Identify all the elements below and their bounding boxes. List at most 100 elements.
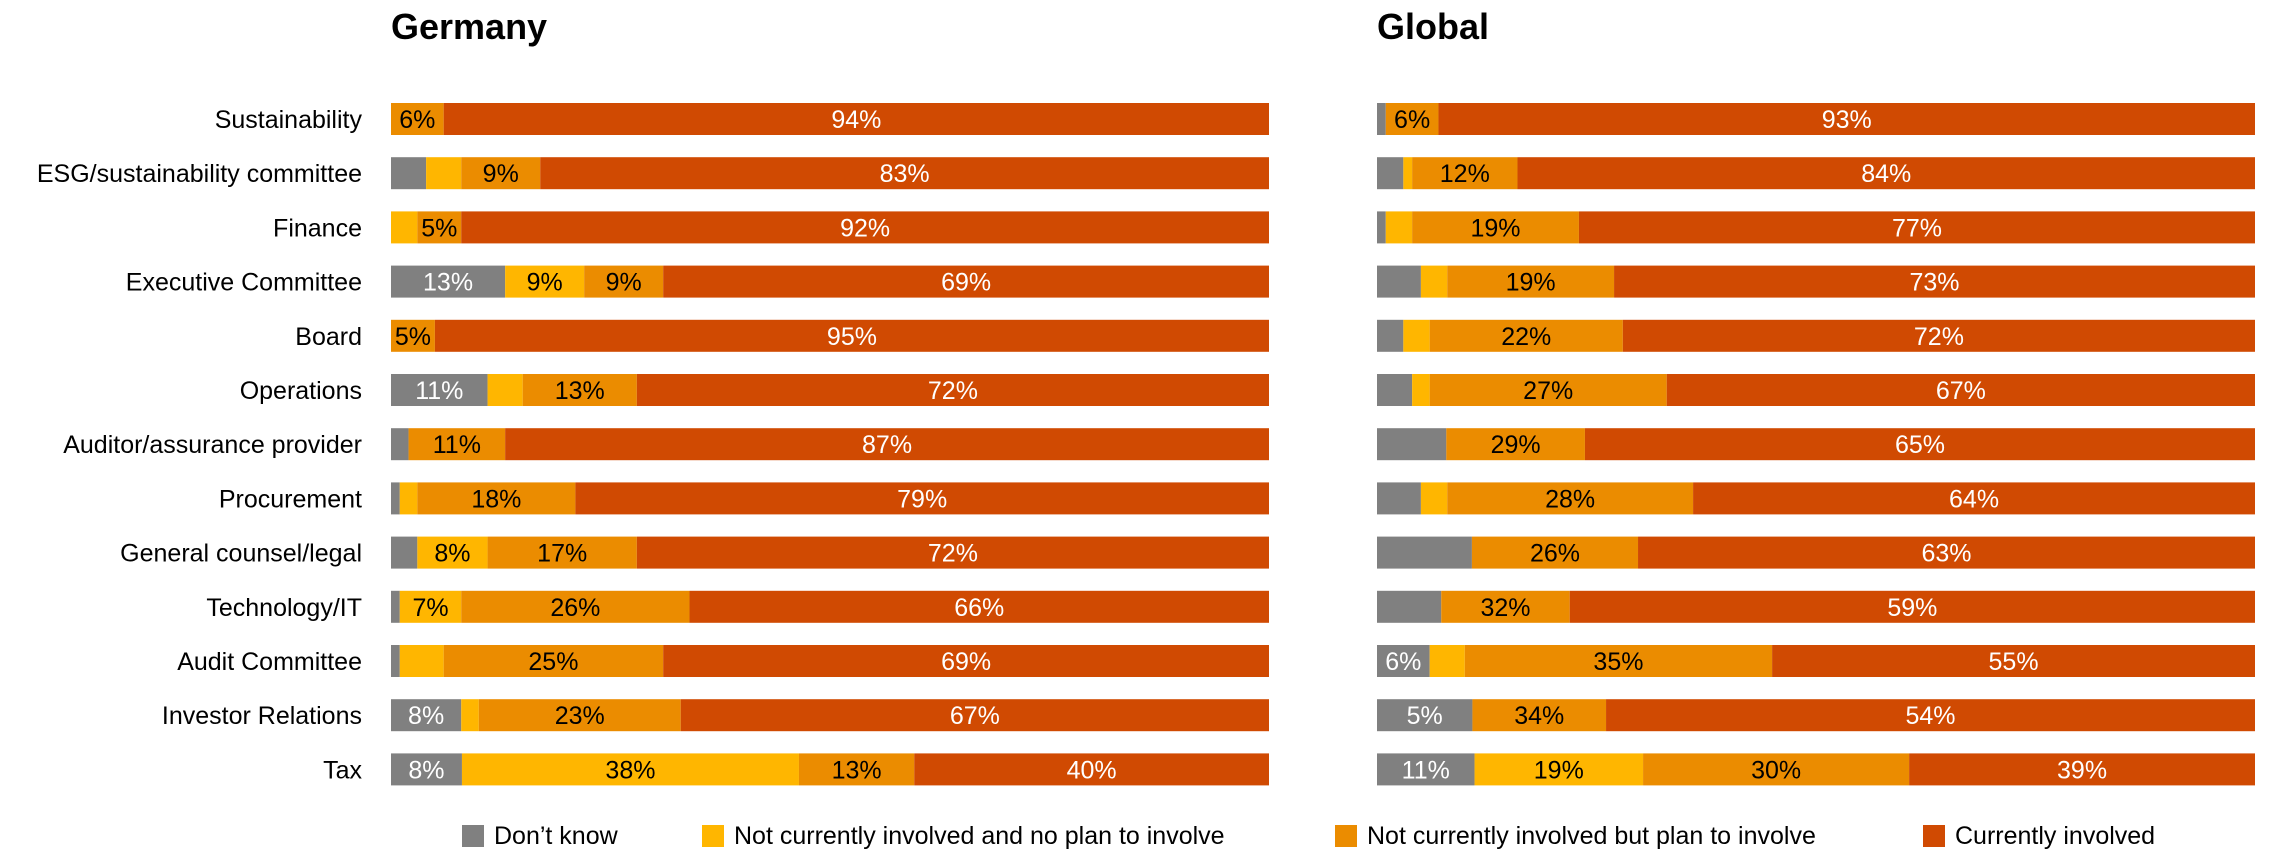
global-bar-no-plan (1420, 265, 1448, 298)
germany-data-label: 69% (941, 648, 991, 676)
global-bar-involved (1517, 157, 2255, 190)
global-data-label: 35% (1593, 648, 1643, 676)
legend-label-no-plan: Not currently involved and no plan to in… (734, 821, 1225, 850)
germany-bar-plan (461, 157, 541, 190)
global-data-label: 93% (1822, 106, 1872, 134)
global-bar-plan (1441, 590, 1570, 623)
germany-data-label: 18% (471, 485, 521, 513)
global-bar-plan (1429, 319, 1623, 352)
germany-bar-no-plan (487, 374, 523, 406)
global-bar-plan (1447, 265, 1615, 298)
germany-data-label: 5% (421, 214, 457, 242)
category-label: Audit Committee (177, 648, 362, 676)
germany-data-label: 9% (483, 160, 519, 188)
germany-bar-dont-know (391, 753, 462, 786)
category-label: Auditor/assurance provider (63, 431, 362, 459)
global-data-label: 73% (1910, 269, 1960, 297)
germany-bar-no-plan (399, 645, 444, 677)
germany-data-label: 5% (395, 323, 431, 351)
germany-bar-involved (663, 265, 1269, 298)
category-label: Board (295, 323, 362, 351)
legend-swatch-plan (1335, 825, 1357, 847)
germany-bar-involved (689, 590, 1269, 623)
global-bar-dont-know (1377, 482, 1421, 515)
category-label: Investor Relations (162, 702, 362, 730)
global-data-label: 63% (1921, 540, 1971, 568)
germany-data-label: 6% (399, 106, 435, 134)
germany-bar-involved (914, 753, 1269, 786)
legend-swatch-dont-know (462, 825, 484, 847)
global-data-label: 6% (1394, 106, 1430, 134)
global-bar-involved (1614, 265, 2255, 298)
germany-data-label: 26% (550, 594, 600, 622)
germany-bar-no-plan (461, 753, 799, 786)
global-bar-dont-know (1377, 590, 1442, 623)
global-bar-involved (1584, 428, 2255, 461)
global-panel-title: Global (1377, 6, 1490, 47)
germany-data-label: 72% (928, 540, 978, 568)
germany-bar-involved (443, 103, 1269, 135)
global-bar-involved (1569, 590, 2255, 623)
germany-data-label: 66% (954, 594, 1004, 622)
global-bar-no-plan (1429, 645, 1465, 677)
category-label: Operations (240, 377, 362, 405)
germany-data-label: 11% (415, 377, 463, 405)
germany-bar-involved (663, 645, 1269, 677)
legend-label-dont-know: Don’t know (494, 821, 618, 850)
global-bar-dont-know (1377, 374, 1413, 406)
germany-bar-involved (461, 211, 1269, 244)
global-bar-dont-know (1377, 157, 1404, 190)
germany-bar-dont-know (391, 265, 506, 298)
global-bar-no-plan (1403, 157, 1413, 190)
global-data-label: 12% (1440, 160, 1490, 188)
germany-bar-plan (478, 699, 681, 732)
global-data-label: 64% (1949, 485, 1999, 513)
global-data-label: 19% (1534, 756, 1584, 784)
global-bar-plan (1447, 482, 1694, 515)
global-data-label: 30% (1751, 756, 1801, 784)
global-bar-plan (1412, 211, 1579, 244)
global-data-label: 55% (1989, 648, 2039, 676)
legend-item-no-plan: Not currently involved and no plan to in… (702, 822, 1225, 850)
global-bar-plan (1429, 374, 1667, 406)
global-bar-involved (1438, 103, 2255, 135)
germany-bar-plan (417, 482, 576, 515)
germany-data-label: 92% (840, 214, 890, 242)
germany-bar-dont-know (391, 536, 418, 569)
global-data-label: 54% (1905, 702, 1955, 730)
germany-bar-dont-know (391, 645, 400, 677)
global-data-label: 65% (1895, 431, 1945, 459)
germany-data-label: 72% (928, 377, 978, 405)
global-data-label: 39% (2057, 756, 2107, 784)
germany-bar-involved (505, 428, 1269, 461)
category-label: Tax (323, 756, 362, 784)
global-bar-dont-know (1377, 103, 1386, 135)
germany-data-label: 23% (555, 702, 605, 730)
legend-swatch-no-plan (702, 825, 724, 847)
global-data-label: 29% (1491, 431, 1541, 459)
global-data-label: 32% (1480, 594, 1530, 622)
global-bar-no-plan (1385, 211, 1413, 244)
legend-item-involved: Currently involved (1923, 822, 2155, 850)
category-label: Finance (273, 214, 362, 242)
germany-data-label: 13% (423, 269, 473, 297)
global-data-label: 19% (1471, 214, 1521, 242)
germany-data-label: 67% (950, 702, 1000, 730)
global-data-label: 11% (1402, 756, 1450, 784)
germany-bar-no-plan (426, 157, 462, 190)
germany-bar-no-plan (399, 590, 462, 623)
germany-bar-involved (575, 482, 1269, 515)
global-bar-involved (1638, 536, 2255, 569)
germany-bar-no-plan (417, 536, 488, 569)
global-data-label: 6% (1385, 648, 1421, 676)
germany-data-label: 38% (605, 756, 655, 784)
global-data-label: 27% (1523, 377, 1573, 405)
global-bar-no-plan (1412, 374, 1430, 406)
germany-bar-dont-know (391, 157, 427, 190)
legend-swatch-involved (1923, 825, 1945, 847)
germany-bar-plan (522, 374, 637, 406)
germany-data-label: 13% (555, 377, 605, 405)
global-data-label: 28% (1545, 485, 1595, 513)
category-label: General counsel/legal (120, 540, 362, 568)
